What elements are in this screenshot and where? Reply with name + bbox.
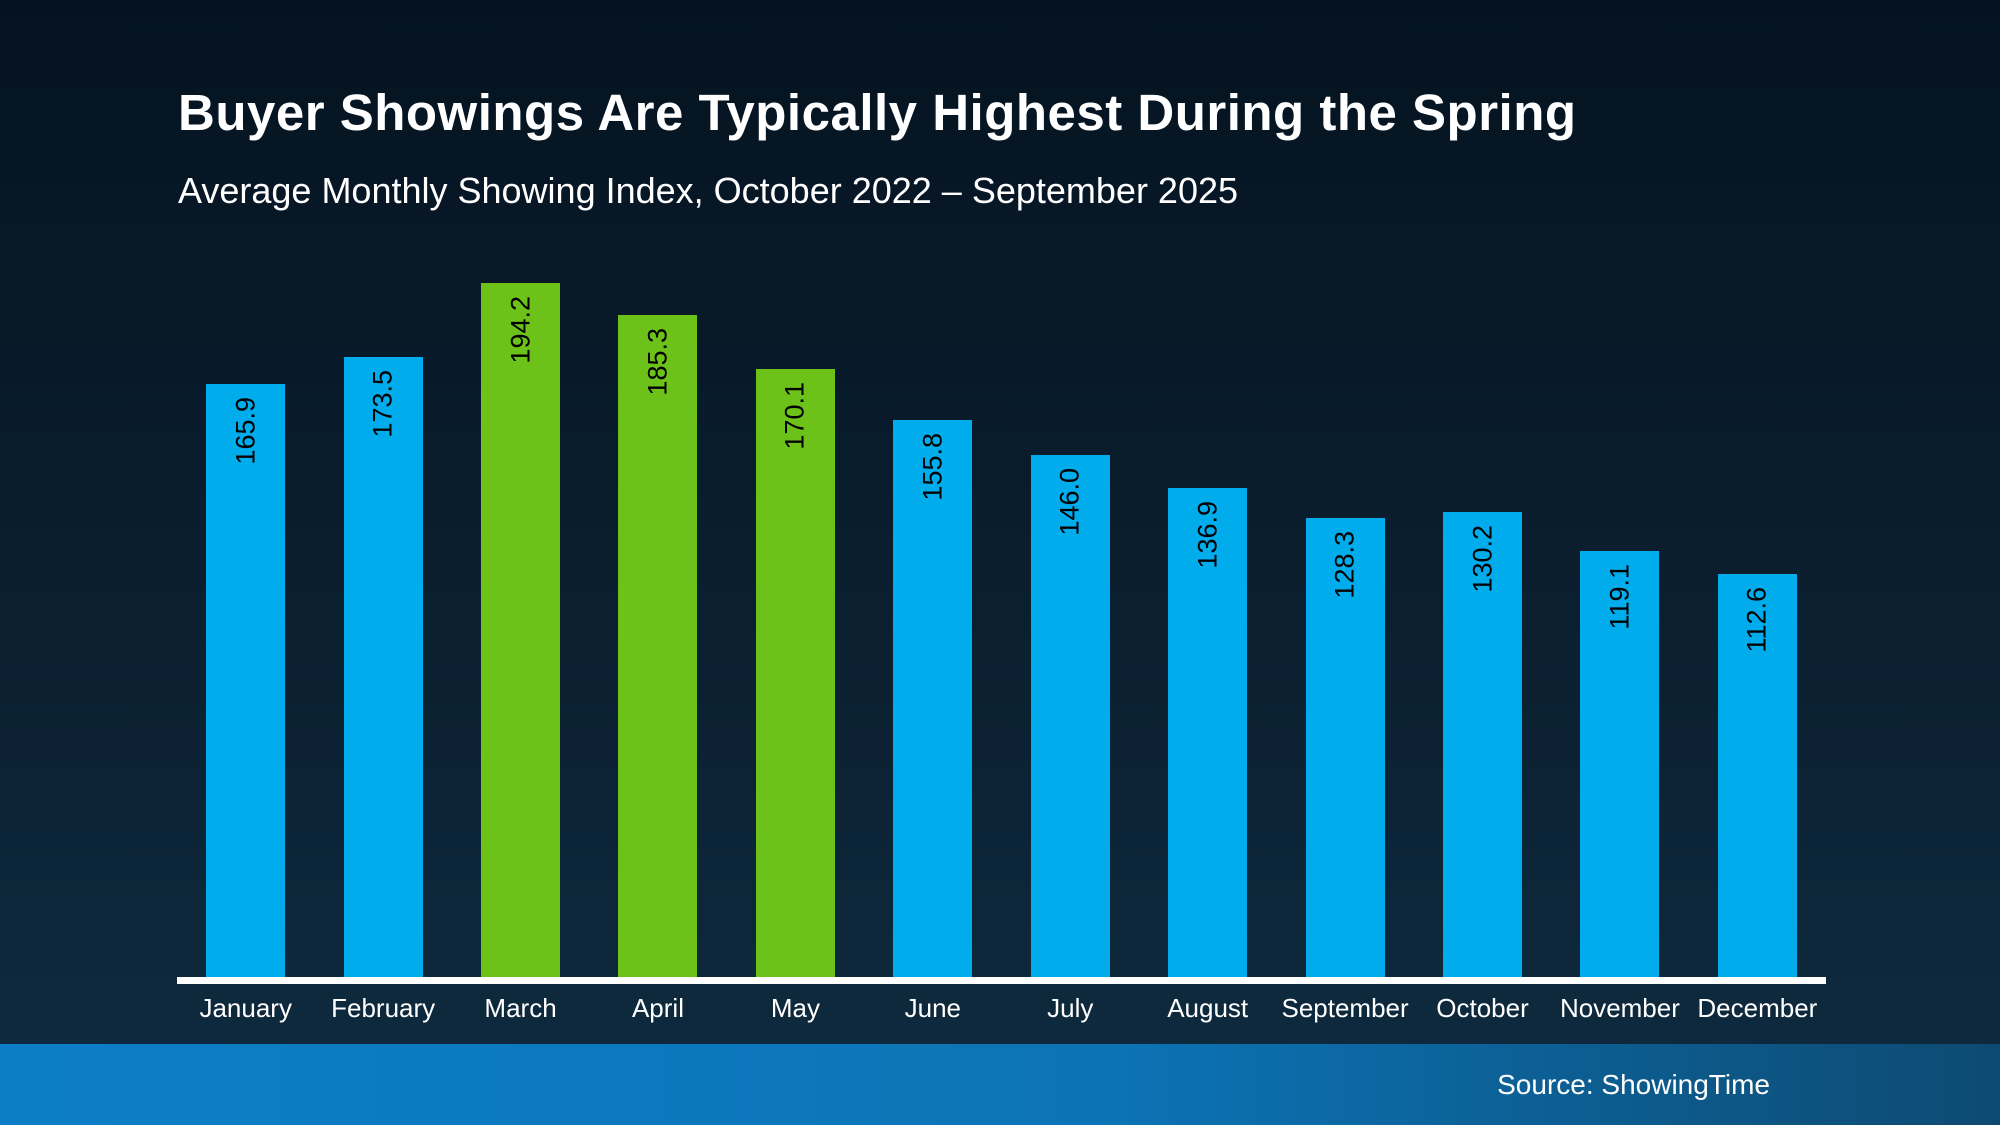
- bar-november: 119.1: [1580, 551, 1660, 977]
- x-axis-label-december: December: [1697, 993, 1818, 1023]
- source-label: Source: ShowingTime: [1497, 1069, 1770, 1100]
- bar-value-label-december: 112.6: [1741, 587, 1772, 654]
- bar-value-label-july: 146.0: [1054, 468, 1085, 536]
- bar-january: 165.9: [206, 383, 286, 977]
- bar-value-label-march: 194.2: [505, 295, 536, 364]
- x-axis-label-june: June: [904, 993, 962, 1023]
- bar-value-label-january: 165.9: [230, 396, 261, 465]
- bar-july: 146.0: [1030, 455, 1110, 977]
- x-axis-label-october: October: [1436, 993, 1529, 1023]
- x-axis-label-february: February: [331, 993, 436, 1023]
- x-axis-label-may: May: [770, 993, 820, 1023]
- bar-december: 112.6: [1717, 574, 1797, 977]
- x-axis-label-july: July: [1047, 993, 1094, 1023]
- x-axis-label-august: August: [1167, 993, 1249, 1023]
- bar-slot-february: 173.5: [314, 262, 451, 977]
- bar-slot-june: 155.8: [864, 262, 1001, 977]
- bar-slot-october: 130.2: [1414, 262, 1551, 977]
- bar-march: 194.2: [481, 282, 561, 977]
- x-axis-label-january: January: [199, 993, 292, 1023]
- bar-slot-july: 146.0: [1002, 262, 1139, 977]
- x-axis-label-september: September: [1281, 993, 1409, 1023]
- bar-value-label-april: 185.3: [642, 327, 673, 396]
- bar-value-label-october: 130.2: [1467, 524, 1497, 593]
- bars-row: 165.9 173.5 194.2 185.3 170.1 155.8 146.0 136.9…: [177, 262, 1826, 977]
- x-axis-label-november: November: [1559, 993, 1680, 1023]
- bar-slot-may: 170.1: [727, 262, 864, 977]
- x-axis-labels: January February March April May June July Augu…: [177, 993, 1826, 1024]
- bar-slot-april: 185.3: [589, 262, 726, 977]
- x-axis-line: [177, 977, 1826, 984]
- chart-subtitle: Average Monthly Showing Index, October 2…: [178, 170, 1239, 211]
- footer-bar: Source: ShowingTime: [0, 1044, 2000, 1125]
- bar-june: 155.8: [893, 420, 973, 977]
- bar-value-label-february: 173.5: [367, 369, 398, 438]
- bar-value-label-may: 170.1: [779, 381, 810, 450]
- x-axis-label-april: April: [631, 993, 684, 1023]
- chart-title: Buyer Showings Are Typically Highest Dur…: [178, 84, 1577, 141]
- bar-slot-december: 112.6: [1689, 262, 1826, 977]
- bar-october: 130.2: [1443, 511, 1523, 977]
- bar-chart: 165.9 173.5 194.2 185.3 170.1 155.8 146.0 136.9…: [177, 262, 1826, 1025]
- bar-value-label-november: 119.1: [1604, 564, 1635, 630]
- bar-april: 185.3: [618, 314, 698, 977]
- bar-slot-january: 165.9: [177, 262, 314, 977]
- bar-value-label-august: 136.9: [1192, 500, 1223, 569]
- bar-value-label-june: 155.8: [917, 433, 948, 501]
- bar-value-label-september: 128.3: [1329, 531, 1360, 599]
- bar-may: 170.1: [755, 368, 835, 977]
- bar-slot-august: 136.9: [1139, 262, 1276, 977]
- bar-february: 173.5: [343, 356, 423, 977]
- x-axis-label-march: March: [484, 993, 557, 1023]
- bar-slot-september: 128.3: [1276, 262, 1413, 977]
- bar-slot-march: 194.2: [452, 262, 589, 977]
- bar-august: 136.9: [1168, 487, 1248, 977]
- bar-september: 128.3: [1305, 518, 1385, 977]
- bar-slot-november: 119.1: [1551, 262, 1688, 977]
